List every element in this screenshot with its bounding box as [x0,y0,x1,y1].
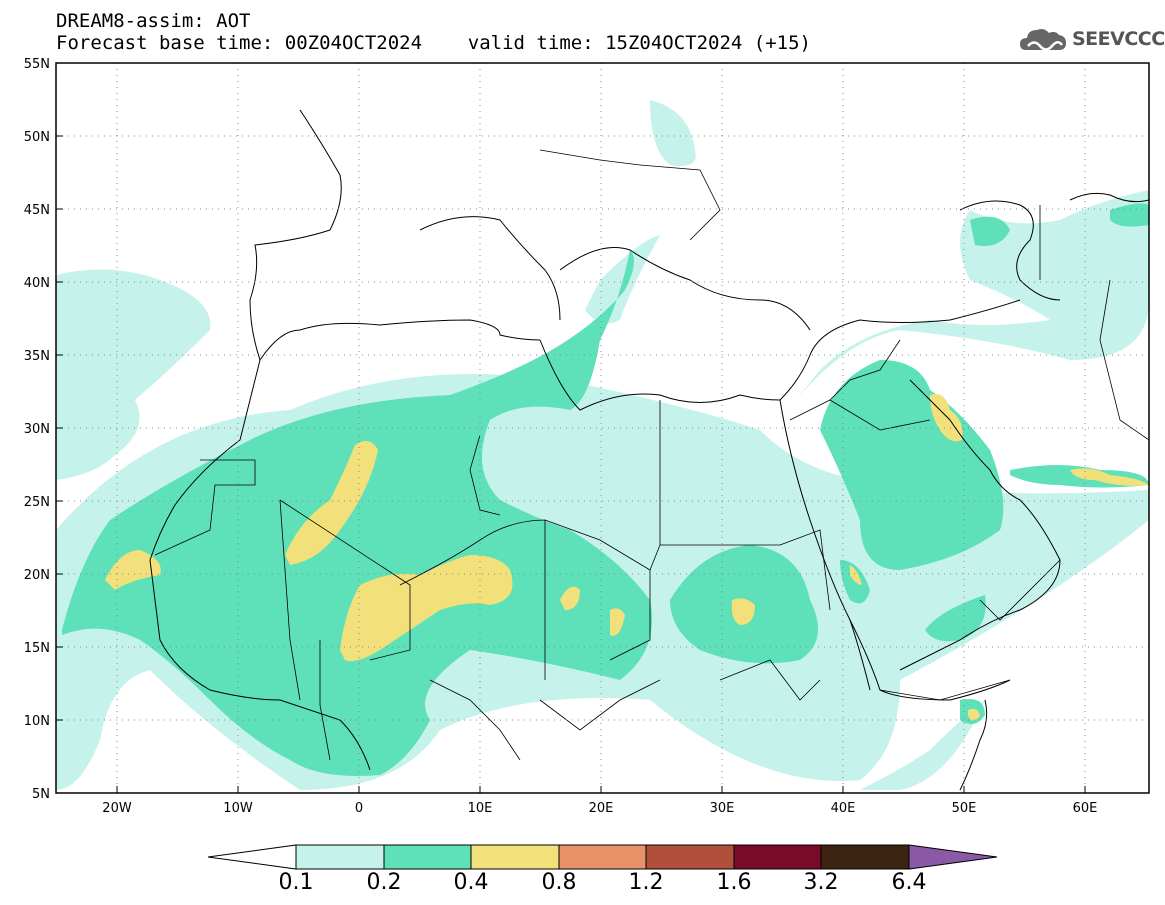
graticule [56,63,1149,793]
colorbar-cell [645,844,735,870]
lat-label: 20N [24,568,50,583]
aot-band-0.4 [105,394,1149,721]
colorbar-cell [558,844,647,870]
colorbar-label: 3.2 [803,870,839,895]
lon-label: 60E [1073,801,1098,816]
cloud-icon [1020,29,1066,51]
colorbar-label: 0.2 [366,870,402,895]
colorbar-label: 0.1 [278,870,314,895]
colorbar [207,844,998,870]
lon-label: 0 [355,801,363,816]
colorbar-label: 0.8 [541,870,577,895]
tick-marks [56,135,1086,793]
lon-label: 40E [831,801,856,816]
colorbar-cell [295,844,385,870]
lat-label: 15N [24,641,50,656]
colorbar-cell [383,844,472,870]
colorbar-label: 1.2 [628,870,664,895]
lon-labels: 20W 10W 0 10E 20E 30E 40E 50E 60E [102,801,1097,816]
lat-label: 50N [24,130,50,145]
logo-text: SEEVCCC [1072,28,1165,50]
colorbar-cell [820,844,910,870]
colorbar-above-arrow [908,844,998,870]
lat-label: 25N [24,495,50,510]
lon-label: 20E [589,801,614,816]
lon-label: 20W [102,801,132,816]
colorbar-cell [733,844,822,870]
lat-label: 45N [24,203,50,218]
forecast-time: Forecast base time: 00Z04OCT2024 valid t… [56,32,811,54]
lat-labels: 55N 50N 45N 40N 35N 30N 25N 20N 15N 10N … [24,57,50,802]
lat-label: 30N [24,422,50,437]
country-borders [154,149,1149,761]
lat-label: 55N [24,57,50,72]
lat-label: 35N [24,349,50,364]
coastlines [149,109,1149,791]
colorbar-below-arrow [207,844,297,870]
colorbar-label: 1.6 [716,870,752,895]
lon-label: 10E [468,801,493,816]
lat-label: 10N [24,714,50,729]
colorbar-label: 0.4 [453,870,489,895]
aot-contours [56,100,1149,790]
lat-label: 40N [24,276,50,291]
lon-label: 30E [710,801,735,816]
lon-label: 50E [952,801,977,816]
seevccc-logo: SEEVCCC [1018,24,1165,54]
map-title: DREAM8-assim: AOT [56,10,251,32]
lon-label: 10W [223,801,253,816]
colorbar-label: 6.4 [891,870,927,895]
colorbar-cell [470,844,560,870]
lat-label: 5N [32,787,50,802]
aot-band-0.2 [62,203,1149,776]
